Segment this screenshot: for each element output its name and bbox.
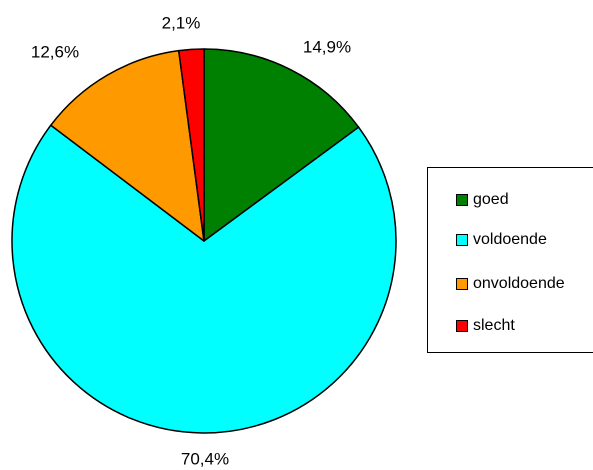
legend-swatch-voldoende [456,234,468,246]
data-label-slecht: 2,1% [162,13,201,32]
data-label-onvoldoende: 12,6% [31,42,79,61]
legend-label-onvoldoende: onvoldoende [473,275,565,292]
legend-item-slecht: slecht [456,316,515,336]
legend-swatch-onvoldoende [456,278,468,290]
legend-label-goed: goed [473,191,509,208]
legend-swatch-slecht [456,320,468,332]
legend-item-goed: goed [456,190,509,210]
legend-label-voldoende: voldoende [473,231,547,248]
data-label-voldoende: 70,4% [181,449,229,468]
pie-slice-onvoldoende [50,49,205,242]
pie-slice-voldoende [11,124,397,434]
legend-swatch-goed [456,194,468,206]
data-label-goed: 14,9% [303,37,351,56]
legend-label-slecht: slecht [473,317,515,334]
pie-slice-goed [203,48,360,242]
legend-item-onvoldoende: onvoldoende [456,274,565,294]
legend-item-voldoende: voldoende [456,230,547,250]
pie-slice-slecht [177,48,205,242]
legend: goed voldoende onvoldoende slecht [427,167,593,353]
